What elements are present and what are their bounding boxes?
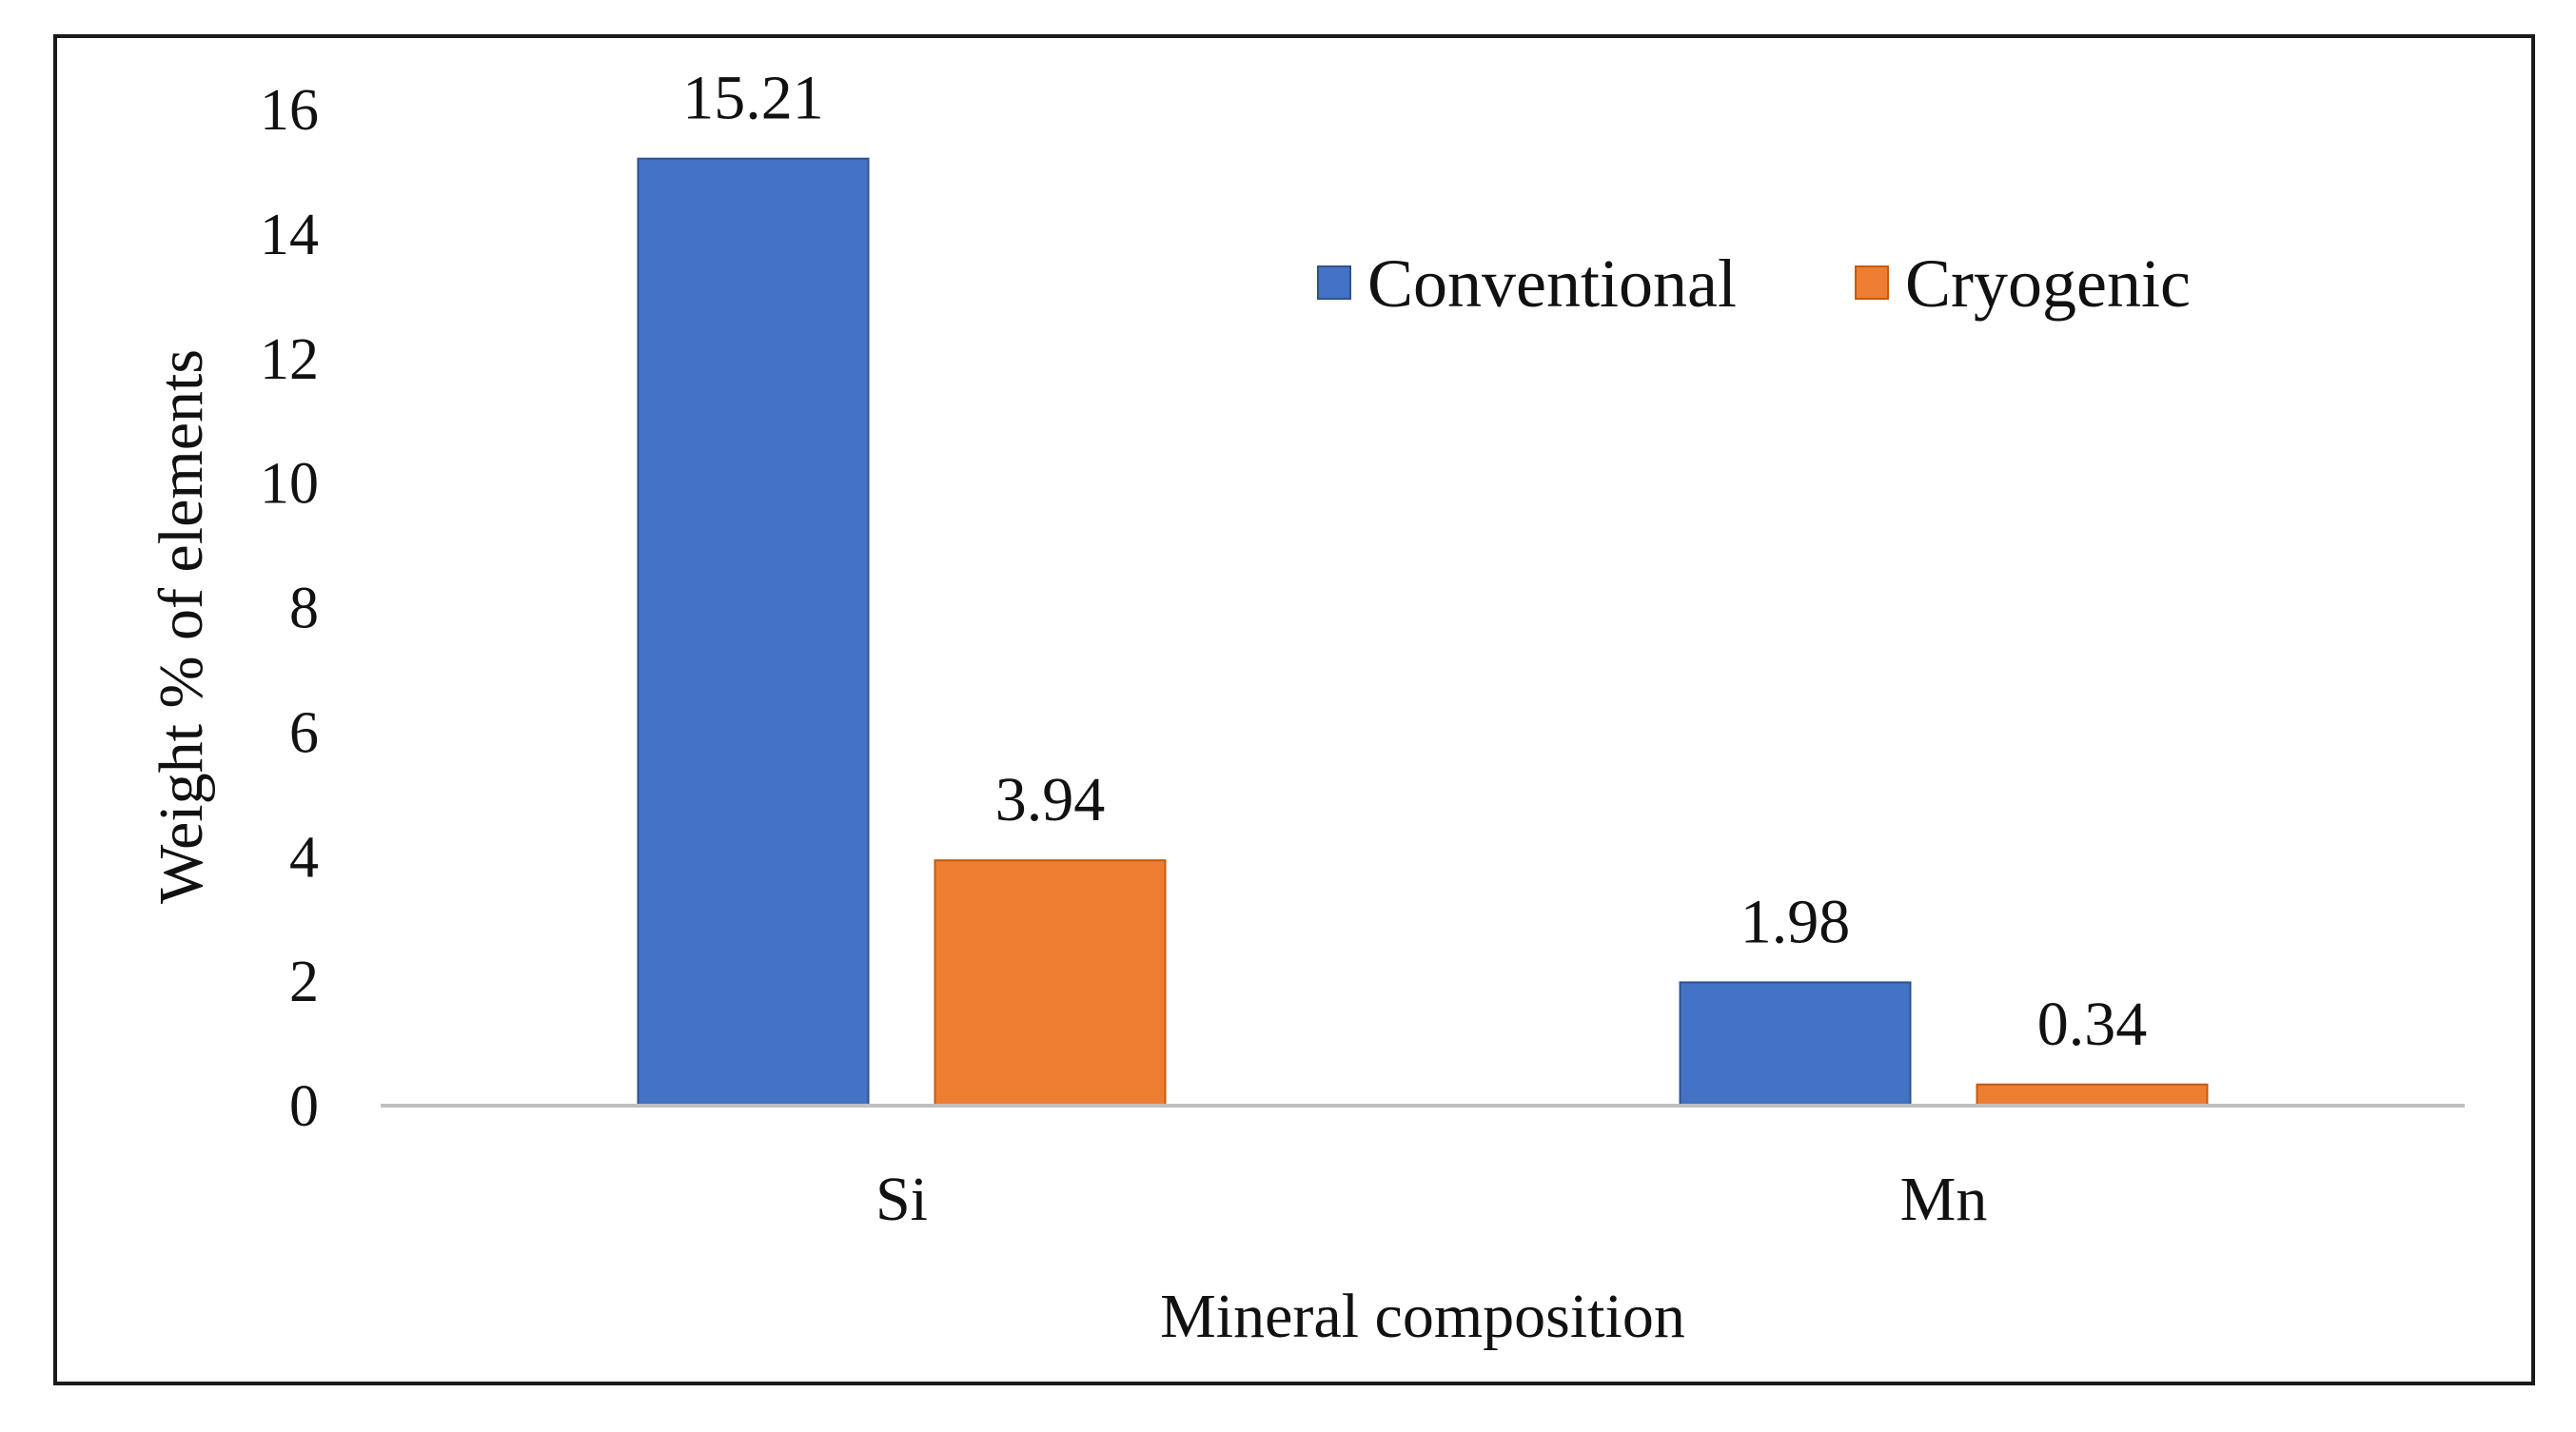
x-category-label: Si <box>875 1165 928 1234</box>
legend-swatch-cryogenic <box>1855 265 1889 300</box>
bar-conventional-si <box>637 157 870 1107</box>
chart-border <box>53 34 2535 1385</box>
legend-swatch-conventional <box>1317 265 1351 300</box>
y-tick-label: 16 <box>260 78 319 143</box>
y-tick-label: 2 <box>289 950 319 1014</box>
x-axis-title: Mineral composition <box>1160 1282 1685 1351</box>
bars <box>637 157 2209 1108</box>
y-tick-label: 10 <box>260 452 319 517</box>
y-axis-title: Weight % of elements <box>147 349 216 904</box>
y-tick-label: 12 <box>260 327 319 392</box>
bar-cryogenic-si <box>934 859 1167 1108</box>
x-axis-category-labels: Si Mn <box>875 1165 1987 1234</box>
legend-label-conventional: Conventional <box>1367 245 1737 322</box>
y-tick-label: 4 <box>289 825 319 890</box>
data-labels: 15.21 3.94 1.98 0.34 <box>682 64 2147 1059</box>
x-category-label: Mn <box>1900 1165 1988 1234</box>
y-tick-label: 0 <box>289 1074 319 1139</box>
legend: Conventional Cryogenic <box>1317 245 2191 322</box>
data-label-conventional-si: 15.21 <box>682 64 824 133</box>
bar-cryogenic-mn <box>1976 1083 2209 1107</box>
data-label-cryogenic-mn: 0.34 <box>2037 990 2148 1059</box>
bar-conventional-mn <box>1679 981 1912 1107</box>
data-label-cryogenic-si: 3.94 <box>995 765 1106 834</box>
legend-label-cryogenic: Cryogenic <box>1905 245 2191 322</box>
data-label-conventional-mn: 1.98 <box>1740 887 1851 956</box>
y-tick-label: 6 <box>289 700 319 765</box>
y-tick-label: 8 <box>289 577 319 641</box>
y-tick-label: 14 <box>260 203 319 267</box>
y-axis-ticks: 0 2 4 6 8 10 12 14 16 <box>260 78 319 1139</box>
